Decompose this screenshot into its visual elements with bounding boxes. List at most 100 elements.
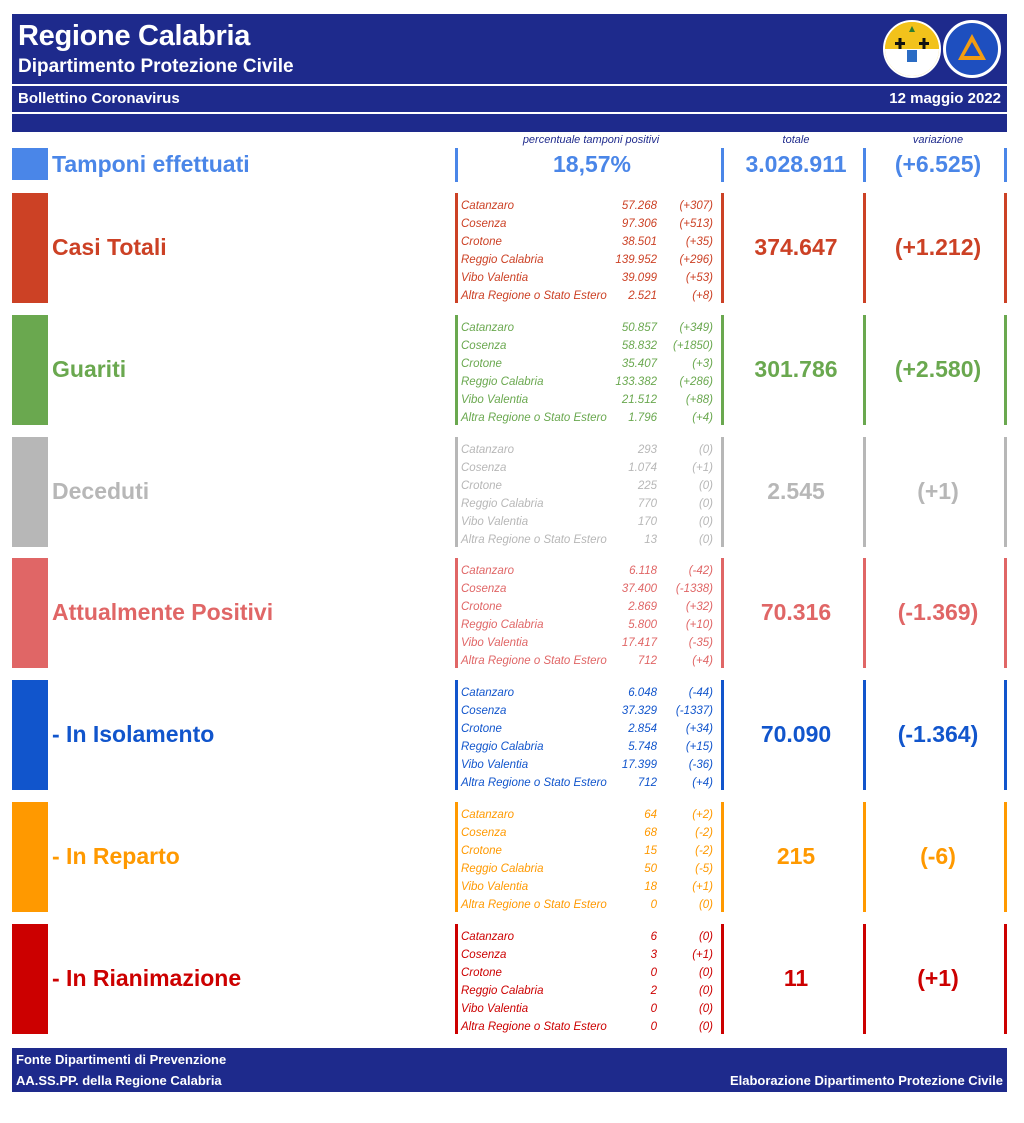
section-total: 11 <box>783 965 809 991</box>
province-value: 5.748 <box>628 741 657 753</box>
province-value: 1.796 <box>628 412 657 424</box>
province-change: (+34) <box>685 723 713 735</box>
section-change: (-6) <box>920 843 956 869</box>
tests-color-swatch <box>12 148 48 180</box>
province-row: Reggio Calabria 50 (-5) <box>461 860 721 878</box>
province-change: (+10) <box>685 619 713 631</box>
province-value: 0 <box>650 967 657 979</box>
province-change: (+307) <box>679 200 713 212</box>
province-change: (+8) <box>692 290 713 302</box>
section-divider <box>455 924 458 1034</box>
section-divider <box>863 558 866 668</box>
province-change: (+4) <box>692 412 713 424</box>
province-value: 17.417 <box>621 637 657 649</box>
province-value: 38.501 <box>621 236 657 248</box>
province-change: (0) <box>698 1021 713 1033</box>
tests-divider-right <box>863 148 866 182</box>
province-value: 2 <box>650 985 657 997</box>
section-divider <box>455 802 458 912</box>
section-change: (+1) <box>917 965 959 991</box>
province-list: Catanzaro 64 (+2) Cosenza 68 (-2) Crotone 15 (-2… <box>461 806 721 914</box>
section-row: - In Isolamento Catanzaro 6.048 (-44) Cosenz… <box>12 680 1007 790</box>
province-change: (-36) <box>688 759 713 771</box>
page-title: Regione Calabria <box>18 20 251 52</box>
province-value: 170 <box>637 516 657 528</box>
section-divider <box>1004 924 1007 1034</box>
province-value: 57.268 <box>621 200 657 212</box>
province-row: Catanzaro 6.118 (-42) <box>461 562 721 580</box>
province-list: Catanzaro 57.268 (+307) Cosenza 97.306 (+513)… <box>461 197 721 305</box>
province-row: Vibo Valentia 18 (+1) <box>461 878 721 896</box>
section-label: Deceduti <box>52 478 150 504</box>
province-row: Catanzaro 293 (0) <box>461 441 721 459</box>
province-change: (+3) <box>692 358 713 370</box>
section-row: Casi Totali Catanzaro 57.268 (+307) Cosenza 9… <box>12 193 1007 303</box>
section-color-swatch <box>12 558 48 668</box>
province-change: (+53) <box>685 272 713 284</box>
province-change: (-2) <box>695 827 713 839</box>
province-change: (0) <box>698 444 713 456</box>
section-label: - In Rianimazione <box>52 965 242 991</box>
province-name: Catanzaro <box>461 322 515 334</box>
province-name: Catanzaro <box>461 809 515 821</box>
section-color-swatch <box>12 437 48 547</box>
province-row: Vibo Valentia 17.399 (-36) <box>461 756 721 774</box>
province-name: Altra Regione o Stato Estero <box>461 290 607 302</box>
section-divider <box>455 680 458 790</box>
section-color-swatch <box>12 680 48 790</box>
province-row: Cosenza 58.832 (+1850) <box>461 337 721 355</box>
tests-divider-end <box>1004 148 1007 182</box>
province-row: Altra Regione o Stato Estero 2.521 (+8) <box>461 287 721 305</box>
province-name: Vibo Valentia <box>461 881 529 893</box>
bulletin-bar: Bollettino Coronavirus 12 maggio 2022 <box>12 86 1007 112</box>
province-change: (0) <box>698 931 713 943</box>
province-value: 139.952 <box>615 254 657 266</box>
province-row: Crotone 2.869 (+32) <box>461 598 721 616</box>
region-coat-of-arms-icon <box>883 20 941 78</box>
province-change: (+15) <box>685 741 713 753</box>
province-row: Catanzaro 57.268 (+307) <box>461 197 721 215</box>
province-change: (+4) <box>692 655 713 667</box>
section-divider <box>863 680 866 790</box>
tests-total: 3.028.911 <box>745 151 847 177</box>
province-name: Vibo Valentia <box>461 394 529 406</box>
province-list: Catanzaro 6 (0) Cosenza 3 (+1) Crotone 0 (0) Regg… <box>461 928 721 1036</box>
province-row: Vibo Valentia 21.512 (+88) <box>461 391 721 409</box>
section-color-swatch <box>12 924 48 1034</box>
section-label: - In Reparto <box>52 843 180 869</box>
province-value: 712 <box>637 655 657 667</box>
province-name: Crotone <box>461 236 502 248</box>
province-name: Cosenza <box>461 949 507 961</box>
province-row: Reggio Calabria 770 (0) <box>461 495 721 513</box>
province-value: 1.074 <box>628 462 657 474</box>
province-row: Catanzaro 6 (0) <box>461 928 721 946</box>
section-divider <box>863 193 866 303</box>
province-change: (+1850) <box>673 340 713 352</box>
footer-credit: Elaborazione Dipartimento Protezione Civ… <box>729 1073 1003 1088</box>
tests-divider-mid <box>721 148 724 182</box>
province-row: Altra Regione o Stato Estero 0 (0) <box>461 1018 721 1036</box>
province-change: (+1) <box>692 462 713 474</box>
province-name: Crotone <box>461 845 502 857</box>
section-change: (+1) <box>917 478 959 504</box>
province-change: (+349) <box>679 322 713 334</box>
province-name: Crotone <box>461 358 502 370</box>
province-name: Reggio Calabria <box>461 741 544 753</box>
province-change: (-35) <box>688 637 713 649</box>
province-change: (+32) <box>685 601 713 613</box>
province-change: (0) <box>698 985 713 997</box>
province-row: Crotone 2.854 (+34) <box>461 720 721 738</box>
province-value: 15 <box>644 845 657 857</box>
province-name: Vibo Valentia <box>461 516 529 528</box>
section-divider <box>1004 680 1007 790</box>
tests-row: Tamponi effettuati 18,57% 3.028.911 (+6.… <box>12 148 1007 182</box>
province-row: Cosenza 68 (-2) <box>461 824 721 842</box>
province-value: 50 <box>644 863 657 875</box>
province-name: Crotone <box>461 723 502 735</box>
province-change: (-44) <box>688 687 713 699</box>
section-color-swatch <box>12 802 48 912</box>
province-name: Cosenza <box>461 827 507 839</box>
province-change: (0) <box>698 899 713 911</box>
province-change: (-5) <box>695 863 713 875</box>
province-name: Reggio Calabria <box>461 863 544 875</box>
